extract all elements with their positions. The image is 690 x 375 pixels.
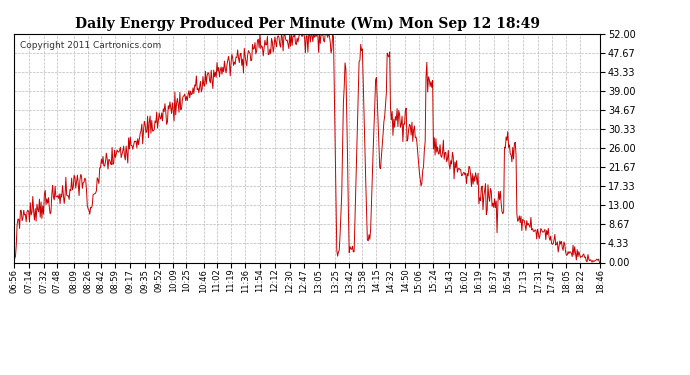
Title: Daily Energy Produced Per Minute (Wm) Mon Sep 12 18:49: Daily Energy Produced Per Minute (Wm) Mo…: [75, 17, 540, 31]
Text: Copyright 2011 Cartronics.com: Copyright 2011 Cartronics.com: [19, 40, 161, 50]
